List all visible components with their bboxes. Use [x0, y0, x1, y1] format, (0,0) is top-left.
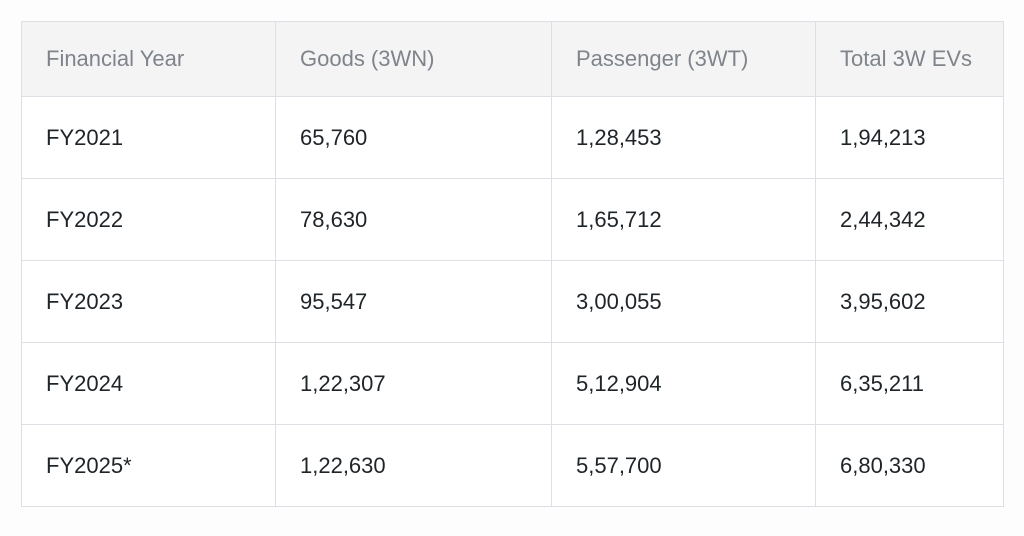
cell-total: 6,80,330	[815, 424, 1004, 507]
cell-passenger: 1,65,712	[551, 178, 816, 261]
cell-year: FY2025*	[21, 424, 276, 507]
cell-total: 6,35,211	[815, 342, 1004, 425]
table-row: FY2021 65,760 1,28,453 1,94,213	[21, 96, 1004, 179]
cell-year: FY2023	[21, 260, 276, 343]
cell-total: 3,95,602	[815, 260, 1004, 343]
header-goods: Goods (3WN)	[275, 21, 552, 97]
table-row: FY2022 78,630 1,65,712 2,44,342	[21, 178, 1004, 261]
cell-passenger: 5,57,700	[551, 424, 816, 507]
cell-passenger: 1,28,453	[551, 96, 816, 179]
cell-goods: 1,22,630	[275, 424, 552, 507]
cell-goods: 65,760	[275, 96, 552, 179]
header-passenger: Passenger (3WT)	[551, 21, 816, 97]
table-container: Financial Year Goods (3WN) Passenger (3W…	[21, 21, 1004, 507]
cell-total: 1,94,213	[815, 96, 1004, 179]
cell-passenger: 3,00,055	[551, 260, 816, 343]
table-row: FY2024 1,22,307 5,12,904 6,35,211	[21, 342, 1004, 425]
cell-year: FY2021	[21, 96, 276, 179]
cell-year: FY2022	[21, 178, 276, 261]
header-financial-year: Financial Year	[21, 21, 276, 97]
cell-goods: 1,22,307	[275, 342, 552, 425]
header-total: Total 3W EVs	[815, 21, 1004, 97]
cell-goods: 95,547	[275, 260, 552, 343]
cell-passenger: 5,12,904	[551, 342, 816, 425]
table-row: FY2023 95,547 3,00,055 3,95,602	[21, 260, 1004, 343]
cell-year: FY2024	[21, 342, 276, 425]
cell-total: 2,44,342	[815, 178, 1004, 261]
table-header-row: Financial Year Goods (3WN) Passenger (3W…	[21, 21, 1004, 97]
ev-sales-table: Financial Year Goods (3WN) Passenger (3W…	[21, 21, 1004, 507]
table-row: FY2025* 1,22,630 5,57,700 6,80,330	[21, 424, 1004, 507]
cell-goods: 78,630	[275, 178, 552, 261]
